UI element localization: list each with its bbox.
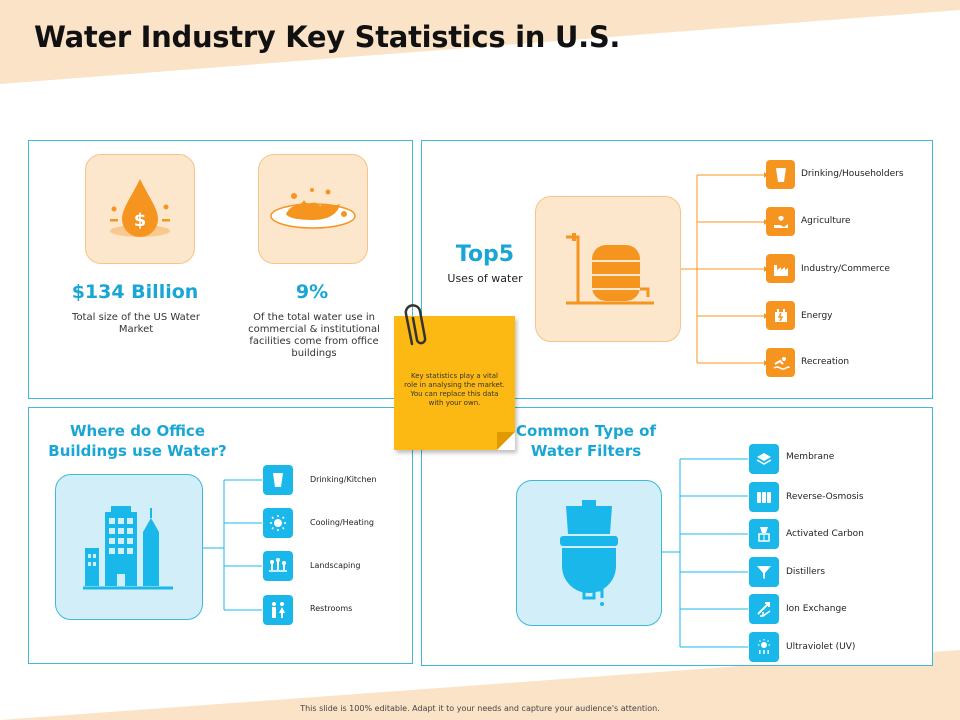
uv-icon: [749, 632, 779, 662]
office-heading: Where do Office Buildings use Water?: [40, 421, 235, 461]
footer-background: [0, 650, 960, 720]
office-buildings-icon: [83, 506, 173, 590]
filters-heading-line1: Common Type of: [516, 422, 656, 440]
svg-text:$: $: [134, 210, 147, 231]
office-item-landscaping: Landscaping: [310, 561, 361, 570]
filter-item-ultraviolet: Ultraviolet (UV): [786, 642, 856, 652]
footer-text: This slide is 100% editable. Adapt it to…: [300, 704, 660, 713]
office-heading-line1: Where do Office: [70, 422, 205, 440]
cup-icon: [766, 160, 795, 189]
top5-item-drinking: Drinking/Householders: [801, 169, 904, 179]
water-splash-icon: [270, 188, 356, 229]
paper-clip-icon: [404, 304, 427, 346]
sticky-note: Key statistics play a vital role in anal…: [394, 316, 515, 450]
water-use-value: 9%: [295, 281, 329, 303]
top5-item-industry: Industry/Commerce: [801, 264, 890, 274]
filter-item-distillers: Distillers: [786, 567, 826, 577]
energy-icon: [766, 301, 795, 330]
filter-item-ion-exchange: Ion Exchange: [786, 604, 847, 614]
carbon-filter-icon: [749, 519, 779, 549]
swimming-icon: [766, 348, 795, 377]
top5-heading: Top5: [455, 242, 515, 267]
page-title: Water Industry Key Statistics in U.S.: [34, 20, 621, 54]
layers-icon: [749, 444, 779, 474]
filters-heading: Common Type of Water Filters: [500, 421, 672, 461]
market-size-value: $134 Billion: [71, 281, 199, 303]
top5-item-recreation: Recreation: [801, 357, 850, 367]
sticky-note-text: Key statistics play a vital role in anal…: [404, 372, 505, 407]
funnel-icon: [749, 557, 779, 587]
note-fold: [497, 432, 515, 450]
garden-icon: [263, 551, 293, 581]
top5-subheading: Uses of water: [447, 272, 523, 285]
office-heading-line2: Buildings use Water?: [48, 442, 227, 460]
header-background: [0, 0, 960, 84]
sun-icon: [263, 508, 293, 538]
water-use-tile: [258, 154, 368, 264]
water-filters-panel: [421, 407, 933, 666]
factory-icon: [766, 254, 795, 283]
office-item-cooling: Cooling/Heating: [310, 518, 375, 527]
glass-icon: [263, 465, 293, 495]
water-filter-icon: [560, 500, 618, 606]
filter-item-activated-carbon: Activated Carbon: [786, 529, 864, 539]
filter-item-membrane: Membrane: [786, 452, 835, 462]
filters-heading-line2: Water Filters: [530, 442, 642, 460]
water-tank-tile: [535, 196, 681, 342]
top5-item-agriculture: Agriculture: [801, 216, 851, 226]
market-size-tile: $: [85, 154, 195, 264]
money-drop-icon: $: [110, 179, 170, 237]
water-use-description: Of the total water use in commercial & i…: [248, 312, 380, 359]
water-filter-tile: [516, 480, 662, 626]
exchange-arrows-icon: [749, 594, 779, 624]
cartridges-icon: [749, 482, 779, 512]
plant-hand-icon: [766, 207, 795, 236]
top5-item-energy: Energy: [801, 311, 833, 321]
water-tank-icon: [566, 233, 654, 305]
office-building-tile: [55, 474, 203, 620]
filter-item-reverse-osmosis: Reverse-Osmosis: [786, 492, 864, 502]
office-item-drinking: Drinking/Kitchen: [310, 475, 377, 484]
restroom-icon: [263, 595, 293, 625]
market-size-description: Total size of the US Water Market: [72, 312, 200, 335]
office-item-restrooms: Restrooms: [310, 604, 353, 613]
